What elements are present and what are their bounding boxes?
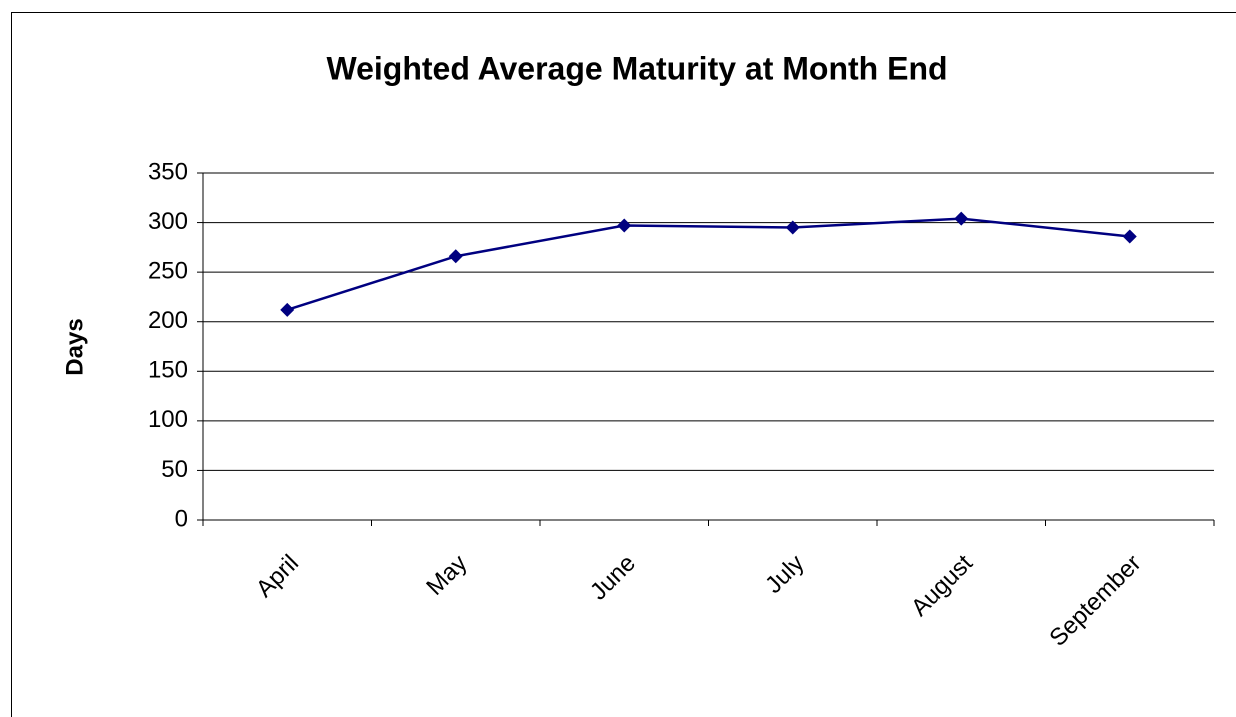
x-tick-label: May	[421, 550, 472, 601]
x-tick-label: September	[1044, 550, 1146, 652]
data-point	[617, 218, 632, 233]
y-tick-label: 200	[148, 307, 188, 334]
data-point	[280, 302, 295, 317]
y-tick-label: 150	[148, 357, 188, 384]
x-tick-label: July	[760, 550, 809, 599]
y-tick-label: 0	[175, 505, 188, 532]
y-tick-label: 250	[148, 257, 188, 284]
series-line	[286, 217, 1130, 312]
y-tick-label: 50	[161, 456, 188, 483]
y-tick-label: 350	[148, 158, 188, 185]
y-tick-label: 100	[148, 406, 188, 433]
chart-border	[11, 12, 1236, 717]
chart-title: Weighted Average Maturity at Month End	[326, 50, 947, 86]
data-point	[954, 211, 969, 226]
data-point	[785, 220, 800, 235]
y-tick-label: 300	[148, 208, 188, 235]
y-axis-title: Days	[61, 318, 88, 375]
data-point	[448, 249, 463, 264]
x-tick-label: August	[906, 549, 978, 621]
x-tick-label: June	[585, 550, 641, 606]
x-tick-label: April	[251, 550, 304, 603]
data-point	[1122, 229, 1137, 244]
